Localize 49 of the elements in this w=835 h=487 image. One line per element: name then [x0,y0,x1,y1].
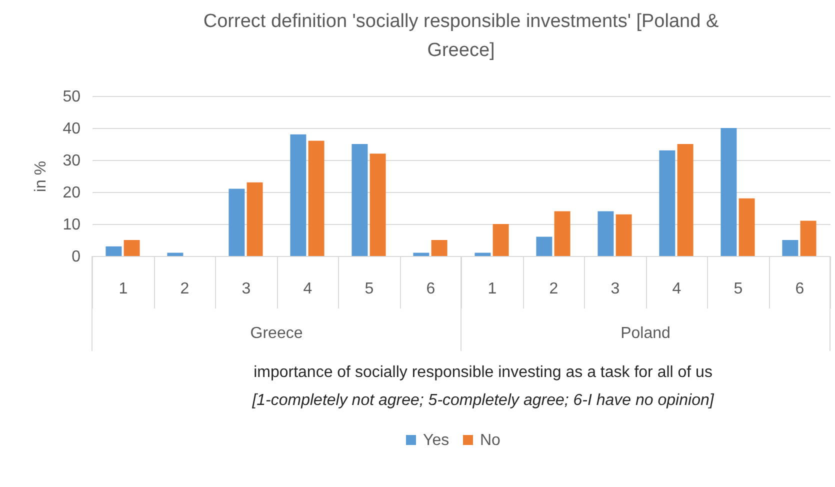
x-tick-label: 6 [426,280,436,298]
bar [616,214,632,256]
bar [124,240,140,256]
x-tick-label: 3 [242,280,251,298]
bar [352,144,368,256]
bar [738,198,755,256]
legend-label: Yes [423,432,450,449]
bar [536,236,552,256]
bar [677,144,694,256]
x-tick-label: 4 [672,280,682,298]
y-tick-label: 0 [72,248,81,266]
y-axis-title: in % [32,160,50,192]
y-tick-label: 20 [62,184,81,202]
x-tick-label: 1 [118,280,128,298]
bar [659,150,676,256]
text: Greece [250,325,303,342]
x-tick-label: 3 [610,280,620,298]
x-tick-label: 5 [734,280,743,298]
text: Poland [620,325,670,342]
x-tick-label: 6 [795,280,804,298]
text: [1-completely not agree; 5-completely agree; 6-I have no opinion] [251,392,714,409]
bar [106,246,122,256]
bar [492,224,509,256]
bar [228,188,245,256]
bar [720,128,737,256]
y-tick-label: 40 [62,120,81,138]
x-tick-label: 4 [303,280,312,298]
bar [598,211,614,256]
x-tick-label: 2 [549,280,558,298]
x-axis-title: importance of socially responsible investing as a task for all of us [254,364,712,381]
bar [246,182,263,256]
bar [554,211,570,256]
bar [782,240,798,256]
y-tick-label: 10 [62,216,81,234]
x-tick-label: 5 [364,280,374,298]
bar [474,252,491,256]
bar [800,220,816,256]
x-tick-label: 2 [180,280,190,298]
x-tick-label: 1 [488,280,497,298]
legend-label: No [480,432,501,449]
bar [290,134,306,256]
bar [167,252,184,256]
y-tick-label: 30 [62,152,81,170]
y-tick-label: 50 [62,88,81,106]
bar [431,240,448,256]
bar [413,252,430,256]
bar [308,140,324,256]
bar [370,154,386,256]
chart-title: Correct definition 'socially responsible investments' [Poland & Greece] [203,11,719,61]
